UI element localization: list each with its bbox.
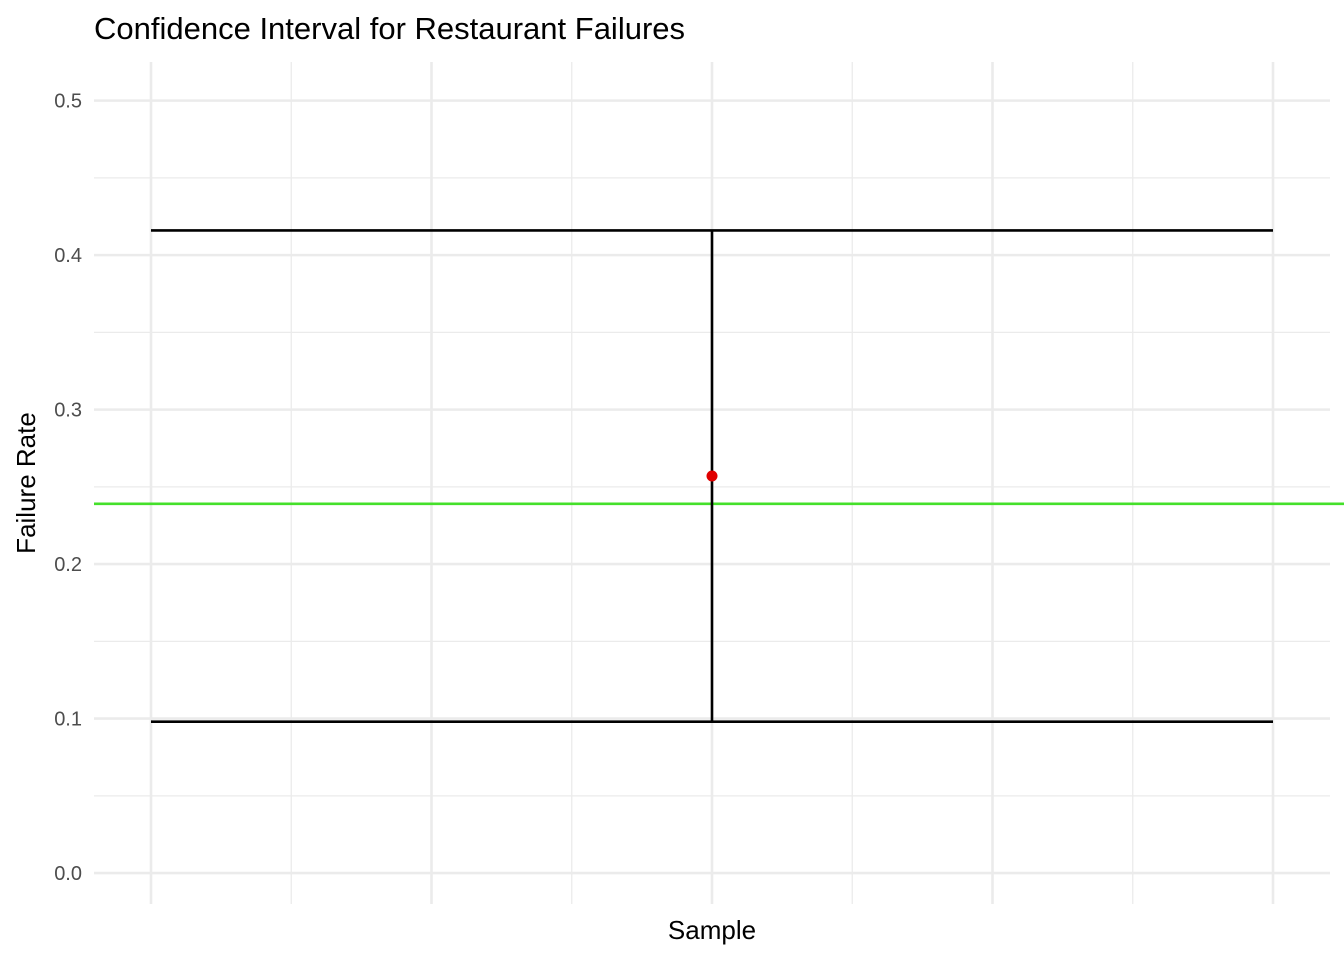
y-tick-label: 0.0 <box>54 863 82 885</box>
y-tick-label: 0.2 <box>54 554 82 576</box>
y-axis-title: Failure Rate <box>11 412 41 554</box>
y-tick-label: 0.5 <box>54 91 82 113</box>
y-axis-tick-labels: 0.0 0.1 0.2 0.3 0.4 0.5 <box>54 91 82 885</box>
estimate-point <box>706 470 718 482</box>
chart-title: Confidence Interval for Restaurant Failu… <box>94 11 685 46</box>
y-tick-label: 0.4 <box>54 245 82 267</box>
chart-marks <box>94 229 1344 723</box>
x-axis-title: Sample <box>668 915 756 945</box>
y-tick-label: 0.3 <box>54 400 82 422</box>
y-tick-label: 0.1 <box>54 709 82 731</box>
